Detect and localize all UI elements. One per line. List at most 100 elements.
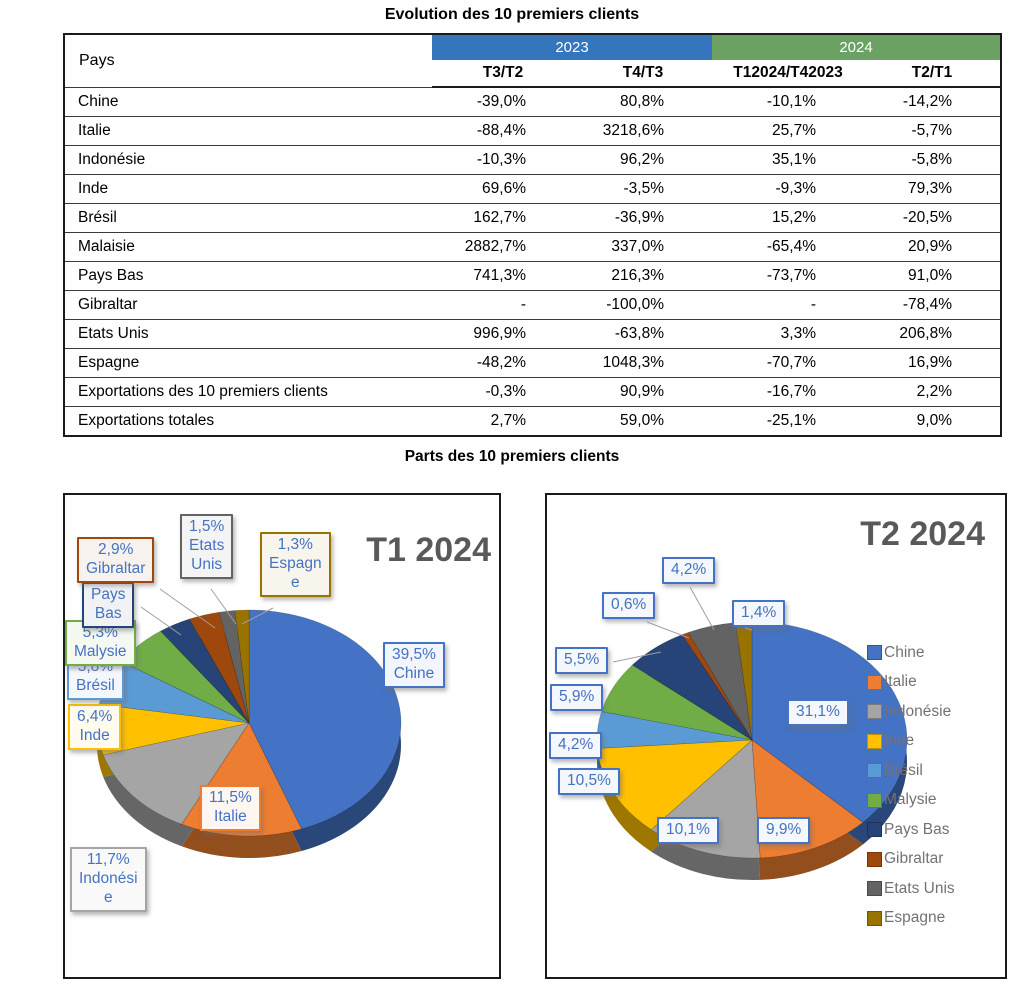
callout-italie: 11,5% Italie: [200, 785, 261, 831]
value-cell: -65,4%: [712, 232, 864, 262]
table-row: Indonésie -10,3% 96,2% 35,1% -5,8%: [64, 145, 1001, 175]
legend-swatch-icon: [867, 763, 882, 779]
pie-depth-pays-bas: [632, 656, 752, 762]
leader-line: [159, 588, 216, 629]
value-cell: 1048,3%: [574, 348, 712, 378]
value-cell: -3,5%: [574, 174, 712, 204]
value-cell: 80,8%: [574, 86, 712, 117]
legend-label: Italie: [884, 673, 917, 691]
table-row: Chine -39,0% 80,8% -10,1% -14,2%: [64, 86, 1001, 117]
pie-slice-brésil: [596, 711, 753, 749]
table-row: Gibraltar - -100,0% - -78,4%: [64, 290, 1001, 320]
evolution-table: Pays 2023 2024 T3/T2 T4/T3 T12024/T42023…: [63, 33, 1002, 437]
value-cell: 162,7%: [432, 203, 574, 233]
callout-line: Brésil: [76, 676, 115, 694]
pie-depth-chine: [249, 632, 401, 852]
pie-depth-malysie: [601, 686, 752, 762]
callout-line: 4,2%: [558, 736, 594, 753]
table-row: Etats Unis 996,9% -63,8% 3,3% 206,8%: [64, 319, 1001, 349]
year-band-2023: 2023: [432, 34, 712, 60]
legend-label: Inde: [884, 732, 915, 750]
leader-line: [689, 586, 715, 631]
legend-item-chine: Chine: [867, 638, 955, 668]
legend-swatch-icon: [867, 674, 882, 690]
value-cell: -63,8%: [574, 319, 712, 349]
pie-depth-malysie: [121, 653, 249, 745]
value-cell: -73,7%: [712, 261, 864, 291]
value-cell: 216,3%: [574, 261, 712, 291]
callout-gibraltar: 0,6%: [602, 592, 656, 619]
value-cell: 69,6%: [432, 174, 574, 204]
callout-etats-unis: 4,2%: [662, 557, 716, 584]
callout-indonésie: 11,7% Indonési e: [70, 847, 147, 912]
callout-line: 11,5%: [209, 789, 252, 806]
legend-item-pays-bas: Pays Bas: [867, 815, 955, 845]
pie-slice-etats-unis: [218, 610, 250, 724]
col-header-t3t2: T3/T2: [432, 60, 574, 88]
year-band-row: Pays 2023 2024: [64, 34, 1001, 69]
callout-line: 31,1%: [796, 703, 840, 720]
callout-line: 11,7%: [86, 851, 130, 868]
legend-swatch-icon: [867, 733, 882, 749]
pie-slice-etats-unis: [688, 622, 753, 741]
pie-depth-gibraltar: [682, 654, 752, 762]
legend-swatch-icon: [867, 910, 882, 926]
value-cell: 20,9%: [864, 232, 1001, 262]
value-cell: 741,3%: [432, 261, 574, 291]
value-cell: 16,9%: [864, 348, 1001, 378]
pie-depth-etats-unis: [219, 632, 249, 745]
callout-pays-bas: Pays Bas: [82, 582, 135, 628]
legend-label: Chine: [884, 643, 925, 661]
value-cell: 2,2%: [864, 377, 1001, 407]
pays-cell: Espagne: [64, 348, 432, 378]
pays-cell: Exportations totales: [64, 406, 432, 436]
pie-depth-brésil: [597, 733, 752, 771]
pays-cell: Brésil: [64, 203, 432, 233]
callout-line: Espagn: [269, 554, 322, 572]
value-cell: -: [712, 290, 864, 320]
pie-slice-gibraltar: [189, 611, 250, 724]
table-row: Espagne -48,2% 1048,3% -70,7% 16,9%: [64, 348, 1001, 378]
callout-line: Etats: [189, 536, 225, 554]
callout-espagne: 1,4%: [732, 600, 786, 627]
value-cell: -20,5%: [864, 203, 1001, 233]
callout-line: 9,9%: [766, 821, 802, 838]
legend-label: Malysie: [884, 791, 937, 809]
callout-etats-unis: 1,5% Etats Unis: [180, 514, 234, 579]
callout-chine: 39,5% Chine: [383, 642, 445, 688]
legend-item-indonésie: Indonésie: [867, 697, 955, 727]
callout-line: 10,1%: [666, 821, 710, 838]
charts-title: Parts des 10 premiers clients: [404, 448, 620, 465]
pie-slice-espagne: [234, 609, 250, 724]
legend-label: Indonésie: [884, 702, 952, 720]
value-cell: 2882,7%: [432, 232, 574, 262]
leader-line: [612, 651, 662, 663]
callout-line: Italie: [214, 807, 247, 825]
table-row: Exportations des 10 premiers clients -0,3…: [64, 377, 1001, 407]
callout-inde: 6,4% Inde: [68, 704, 122, 750]
table-row: Brésil 162,7% -36,9% 15,2% -20,5%: [64, 203, 1001, 233]
pie-slice-gibraltar: [681, 631, 753, 741]
value-cell: 3,3%: [712, 319, 864, 349]
callout-brésil: 4,2%: [549, 732, 603, 759]
callout-gibraltar: 2,9% Gibraltar: [77, 537, 155, 583]
value-cell: -100,0%: [574, 290, 712, 320]
legend-label: Pays Bas: [884, 820, 950, 838]
value-cell: -25,1%: [712, 406, 864, 436]
callout-line: 1,3%: [277, 536, 313, 553]
pie-slice-malysie: [120, 630, 250, 724]
pie-slice-malysie: [601, 664, 753, 741]
value-cell: 15,2%: [712, 203, 864, 233]
legend-swatch-icon: [867, 645, 882, 661]
value-cell: -39,0%: [432, 86, 574, 117]
callout-line: 4,2%: [671, 561, 707, 578]
value-cell: -5,8%: [864, 145, 1001, 175]
sub-header-row: T3/T2 T4/T3 T12024/T42023 T2/T1: [64, 60, 1001, 88]
callout-line: Pays: [91, 586, 126, 603]
chart-title-t1: T1 2024: [366, 531, 491, 569]
callout-indonésie: 10,1%: [657, 817, 719, 844]
value-cell: -78,4%: [864, 290, 1001, 320]
pays-cell: Gibraltar: [64, 290, 432, 320]
year-band-2024: 2024: [712, 34, 1001, 60]
evolution-table-wrap: Pays 2023 2024 T3/T2 T4/T3 T12024/T42023…: [63, 33, 1002, 437]
